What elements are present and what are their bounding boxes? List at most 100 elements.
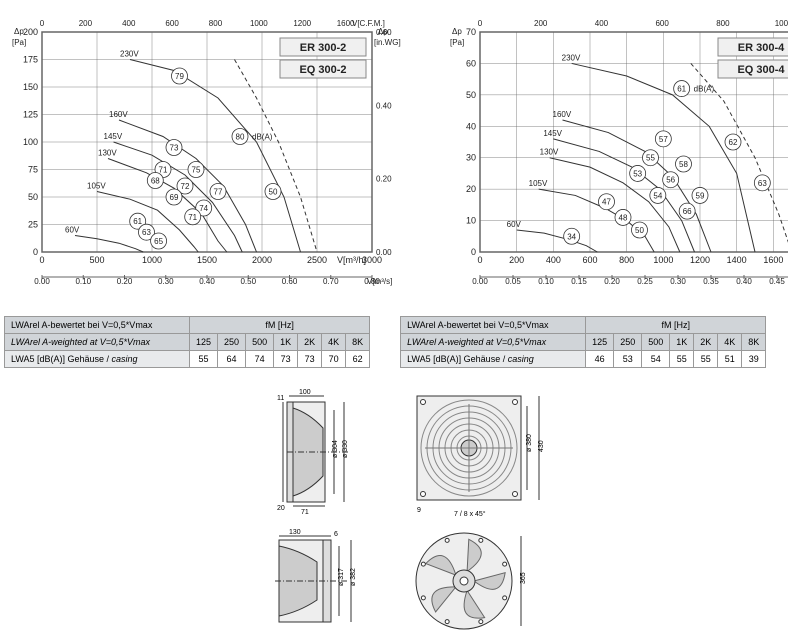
- table-header-label: LWArel A-bewertet bei V=0,5*Vmax: [401, 317, 586, 334]
- svg-text:60V: 60V: [65, 226, 80, 235]
- chart-right: 020040060080010001200140016001800V[m³/h]…: [442, 4, 788, 304]
- svg-text:ø 330: ø 330: [342, 440, 349, 458]
- svg-text:40: 40: [466, 121, 476, 131]
- svg-text:dB(A): dB(A): [694, 85, 715, 94]
- sound-value: 51: [718, 351, 742, 368]
- svg-text:68: 68: [151, 177, 160, 186]
- svg-text:77: 77: [214, 188, 223, 197]
- svg-text:63: 63: [758, 179, 767, 188]
- sound-value: 73: [298, 351, 322, 368]
- freq-col: 1K: [670, 334, 694, 351]
- svg-text:71: 71: [188, 213, 197, 222]
- sound-value: 39: [742, 351, 766, 368]
- sound-value: 73: [274, 351, 298, 368]
- svg-text:1000: 1000: [653, 255, 673, 265]
- svg-text:0.45: 0.45: [769, 277, 785, 286]
- svg-text:0: 0: [477, 255, 482, 265]
- svg-text:200: 200: [509, 255, 524, 265]
- sound-value: 55: [190, 351, 218, 368]
- svg-text:145V: 145V: [104, 132, 123, 141]
- svg-text:0.40: 0.40: [736, 277, 752, 286]
- svg-text:73: 73: [170, 144, 179, 153]
- svg-text:71: 71: [301, 509, 309, 516]
- chart-left: 050010001500200025003000V[m³/h]0.000.100…: [4, 4, 412, 304]
- svg-text:130V: 130V: [540, 148, 559, 157]
- freq-col: 8K: [346, 334, 370, 351]
- svg-text:71: 71: [159, 166, 168, 175]
- tables-row: LWArel A-bewertet bei V=0,5*VmaxfM [Hz]L…: [4, 316, 784, 368]
- svg-text:365: 365: [520, 572, 527, 584]
- svg-text:63: 63: [142, 228, 151, 237]
- svg-text:V[m³/s]: V[m³/s]: [367, 277, 392, 286]
- svg-text:0.30: 0.30: [670, 277, 686, 286]
- svg-text:600: 600: [582, 255, 597, 265]
- svg-text:500: 500: [89, 255, 104, 265]
- svg-text:ø 317: ø 317: [338, 568, 345, 586]
- freq-col: 1K: [274, 334, 298, 351]
- svg-text:0.40: 0.40: [376, 101, 392, 110]
- svg-text:30: 30: [466, 153, 476, 163]
- svg-text:160V: 160V: [553, 110, 572, 119]
- freq-col: 500: [246, 334, 274, 351]
- svg-text:0.20: 0.20: [604, 277, 620, 286]
- svg-text:0.40: 0.40: [199, 277, 215, 286]
- svg-text:130: 130: [289, 529, 301, 536]
- svg-text:200: 200: [23, 27, 38, 37]
- svg-text:75: 75: [28, 165, 38, 175]
- svg-text:50: 50: [269, 188, 278, 197]
- svg-text:0.10: 0.10: [75, 277, 91, 286]
- svg-text:70: 70: [466, 27, 476, 37]
- svg-text:105V: 105V: [529, 179, 548, 188]
- svg-text:800: 800: [619, 255, 634, 265]
- sound-value: 55: [694, 351, 718, 368]
- svg-text:0: 0: [478, 19, 483, 28]
- svg-text:ER 300-4: ER 300-4: [738, 42, 785, 54]
- svg-text:600: 600: [655, 19, 669, 28]
- svg-text:0: 0: [471, 247, 476, 257]
- sound-value: 64: [218, 351, 246, 368]
- svg-text:0.70: 0.70: [323, 277, 339, 286]
- page: 050010001500200025003000V[m³/h]0.000.100…: [0, 0, 788, 640]
- svg-text:0.10: 0.10: [538, 277, 554, 286]
- svg-text:230V: 230V: [120, 50, 139, 59]
- svg-text:61: 61: [133, 217, 142, 226]
- svg-text:160V: 160V: [109, 110, 128, 119]
- svg-text:0.50: 0.50: [240, 277, 256, 286]
- svg-text:66: 66: [683, 207, 692, 216]
- svg-text:200: 200: [79, 19, 93, 28]
- sound-value: 70: [322, 351, 346, 368]
- svg-text:ER 300-2: ER 300-2: [300, 42, 346, 54]
- svg-text:25: 25: [28, 220, 38, 230]
- svg-text:400: 400: [595, 19, 609, 28]
- svg-text:ø 382: ø 382: [350, 568, 357, 586]
- front-view-2: 365: [399, 526, 549, 636]
- svg-text:1600: 1600: [763, 255, 783, 265]
- svg-text:EQ 300-2: EQ 300-2: [299, 64, 346, 76]
- svg-text:9: 9: [417, 507, 421, 514]
- svg-text:0: 0: [39, 255, 44, 265]
- svg-text:430: 430: [538, 440, 545, 452]
- sound-value: 53: [614, 351, 642, 368]
- charts-row: 050010001500200025003000V[m³/h]0.000.100…: [4, 4, 784, 304]
- sound-table-left: LWArel A-bewertet bei V=0,5*VmaxfM [Hz]L…: [4, 316, 370, 368]
- svg-text:1500: 1500: [197, 255, 217, 265]
- svg-text:0.20: 0.20: [117, 277, 133, 286]
- svg-text:0: 0: [33, 247, 38, 257]
- svg-text:0.30: 0.30: [158, 277, 174, 286]
- svg-text:200: 200: [534, 19, 548, 28]
- diagram-col-2: ø 38043097 / 8 x 45° 365: [399, 388, 549, 636]
- svg-text:62: 62: [729, 138, 738, 147]
- svg-text:61: 61: [677, 85, 686, 94]
- svg-text:dB(A): dB(A): [252, 133, 273, 142]
- tech-diagrams: 100 11 20 71 ø 304 ø 330 130 6 ø 317 ø 3…: [4, 388, 784, 636]
- svg-text:55: 55: [646, 154, 655, 163]
- sound-value: 54: [642, 351, 670, 368]
- svg-text:20: 20: [466, 184, 476, 194]
- freq-col: 2K: [298, 334, 322, 351]
- table-header-label: LWArel A-bewertet bei V=0,5*Vmax: [5, 317, 190, 334]
- svg-text:56: 56: [666, 176, 675, 185]
- side-view-1: 100 11 20 71 ø 304 ø 330: [239, 388, 379, 518]
- svg-text:100: 100: [23, 137, 38, 147]
- freq-col: 4K: [718, 334, 742, 351]
- svg-text:53: 53: [633, 169, 642, 178]
